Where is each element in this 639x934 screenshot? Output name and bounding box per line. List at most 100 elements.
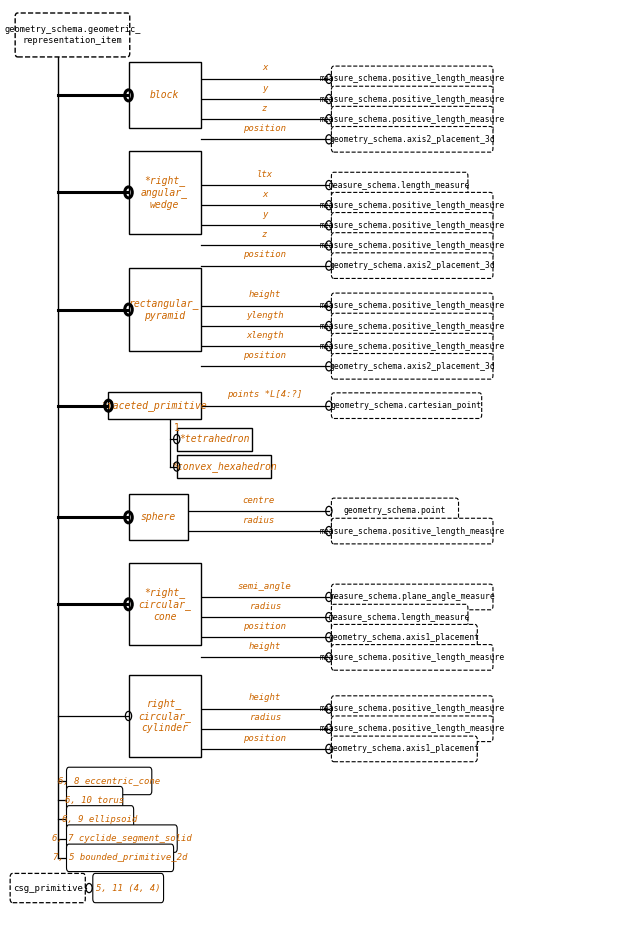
Text: geometry_schema.axis2_placement_3d: geometry_schema.axis2_placement_3d [329,361,495,371]
Text: sphere: sphere [141,513,176,522]
Text: y: y [262,210,267,219]
Text: measure_schema.length_measure: measure_schema.length_measure [329,613,470,622]
Text: *right_
circular_
cone: *right_ circular_ cone [138,587,191,622]
Text: measure_schema.positive_length_measure: measure_schema.positive_length_measure [320,653,505,662]
Text: height: height [249,290,281,300]
Text: radius: radius [249,601,281,611]
Text: geometry_schema.point: geometry_schema.point [344,506,446,516]
FancyBboxPatch shape [332,518,493,544]
Text: z: z [262,230,267,239]
Text: geometry_schema.axis2_placement_3d: geometry_schema.axis2_placement_3d [329,134,495,144]
Text: 6, 8 eccentric_cone: 6, 8 eccentric_cone [58,776,160,785]
Text: measure_schema.positive_length_measure: measure_schema.positive_length_measure [320,704,505,714]
FancyBboxPatch shape [66,825,177,853]
Text: *faceted_primitive: *faceted_primitive [102,401,208,411]
FancyBboxPatch shape [15,13,130,57]
FancyBboxPatch shape [10,873,85,902]
Text: radius: radius [249,714,281,722]
Bar [128,63,201,128]
Text: xlength: xlength [246,331,284,340]
Text: x: x [262,190,267,199]
FancyBboxPatch shape [93,873,164,902]
Bar [128,563,201,645]
Bar [177,428,252,450]
FancyBboxPatch shape [332,625,477,650]
FancyBboxPatch shape [332,86,493,112]
FancyBboxPatch shape [66,806,134,833]
Text: points *L[4:?]: points *L[4:?] [227,390,302,399]
Text: measure_schema.length_measure: measure_schema.length_measure [329,180,470,190]
Text: position: position [243,124,286,133]
Text: geometry_schema.axis1_placement: geometry_schema.axis1_placement [329,744,480,754]
FancyBboxPatch shape [332,584,493,610]
Text: *right_
angular_
wedge: *right_ angular_ wedge [141,175,188,210]
Text: csg_primitive: csg_primitive [13,884,82,893]
Text: height: height [249,693,281,702]
FancyBboxPatch shape [66,844,174,871]
FancyBboxPatch shape [332,293,493,318]
FancyBboxPatch shape [332,604,468,630]
FancyBboxPatch shape [332,696,493,721]
FancyBboxPatch shape [332,126,493,152]
Text: measure_schema.positive_length_measure: measure_schema.positive_length_measure [320,302,505,310]
FancyBboxPatch shape [332,393,482,418]
Text: position: position [243,622,286,630]
Text: measure_schema.positive_length_measure: measure_schema.positive_length_measure [320,724,505,733]
Text: measure_schema.positive_length_measure: measure_schema.positive_length_measure [320,94,505,104]
Text: measure_schema.positive_length_measure: measure_schema.positive_length_measure [320,527,505,535]
Text: 6, 9 ellipsoid: 6, 9 ellipsoid [63,814,137,824]
FancyBboxPatch shape [332,736,477,762]
Text: measure_schema.positive_length_measure: measure_schema.positive_length_measure [320,75,505,83]
Text: radius: radius [242,516,275,525]
Text: block: block [150,91,179,100]
FancyBboxPatch shape [332,333,493,359]
Bar [128,674,201,757]
FancyBboxPatch shape [332,353,493,379]
Text: right_
circular_
cylinder: right_ circular_ cylinder [138,699,191,733]
Text: *convex_hexahedron: *convex_hexahedron [171,461,277,472]
Text: rectangular_
pyramid: rectangular_ pyramid [129,298,200,320]
Text: measure_schema.positive_length_measure: measure_schema.positive_length_measure [320,321,505,331]
Text: height: height [249,642,281,651]
Text: 6, 10 torus: 6, 10 torus [65,796,124,805]
Text: position: position [243,351,286,360]
FancyBboxPatch shape [332,192,493,218]
Bar [109,392,201,419]
Text: geometry_schema.cartesian_point: geometry_schema.cartesian_point [331,402,482,410]
Bar [128,494,188,540]
Text: y: y [262,84,267,92]
Text: position: position [243,250,286,260]
FancyBboxPatch shape [332,172,468,198]
Text: ylength: ylength [246,311,284,319]
Text: measure_schema.positive_length_measure: measure_schema.positive_length_measure [320,115,505,123]
Text: 5, 11 (4, 4): 5, 11 (4, 4) [96,884,160,893]
Text: ltx: ltx [257,170,273,178]
FancyBboxPatch shape [332,233,493,259]
FancyBboxPatch shape [66,786,123,814]
FancyBboxPatch shape [66,767,152,795]
Text: measure_schema.positive_length_measure: measure_schema.positive_length_measure [320,342,505,350]
Bar [128,151,201,234]
FancyBboxPatch shape [332,644,493,671]
FancyBboxPatch shape [332,66,493,92]
Text: semi_angle: semi_angle [238,582,291,590]
FancyBboxPatch shape [332,716,493,742]
Text: measure_schema.positive_length_measure: measure_schema.positive_length_measure [320,241,505,250]
Text: *tetrahedron: *tetrahedron [179,434,250,444]
Text: z: z [262,104,267,113]
FancyBboxPatch shape [332,213,493,238]
Text: 1: 1 [174,423,180,433]
FancyBboxPatch shape [332,106,493,132]
Text: x: x [262,64,267,73]
Text: geometry_schema.geometric_
representation_item: geometry_schema.geometric_ representatio… [4,25,141,45]
Text: measure_schema.positive_length_measure: measure_schema.positive_length_measure [320,201,505,210]
Bar [128,268,201,351]
Text: centre: centre [242,496,275,504]
FancyBboxPatch shape [332,253,493,278]
FancyBboxPatch shape [332,313,493,339]
Text: geometry_schema.axis2_placement_3d: geometry_schema.axis2_placement_3d [329,262,495,270]
Text: geometry_schema.axis1_placement: geometry_schema.axis1_placement [329,632,480,642]
Text: measure_schema.plane_angle_measure: measure_schema.plane_angle_measure [329,592,495,601]
Text: 7, 5 bounded_primitive_2d: 7, 5 bounded_primitive_2d [53,854,187,862]
Text: measure_schema.positive_length_measure: measure_schema.positive_length_measure [320,220,505,230]
